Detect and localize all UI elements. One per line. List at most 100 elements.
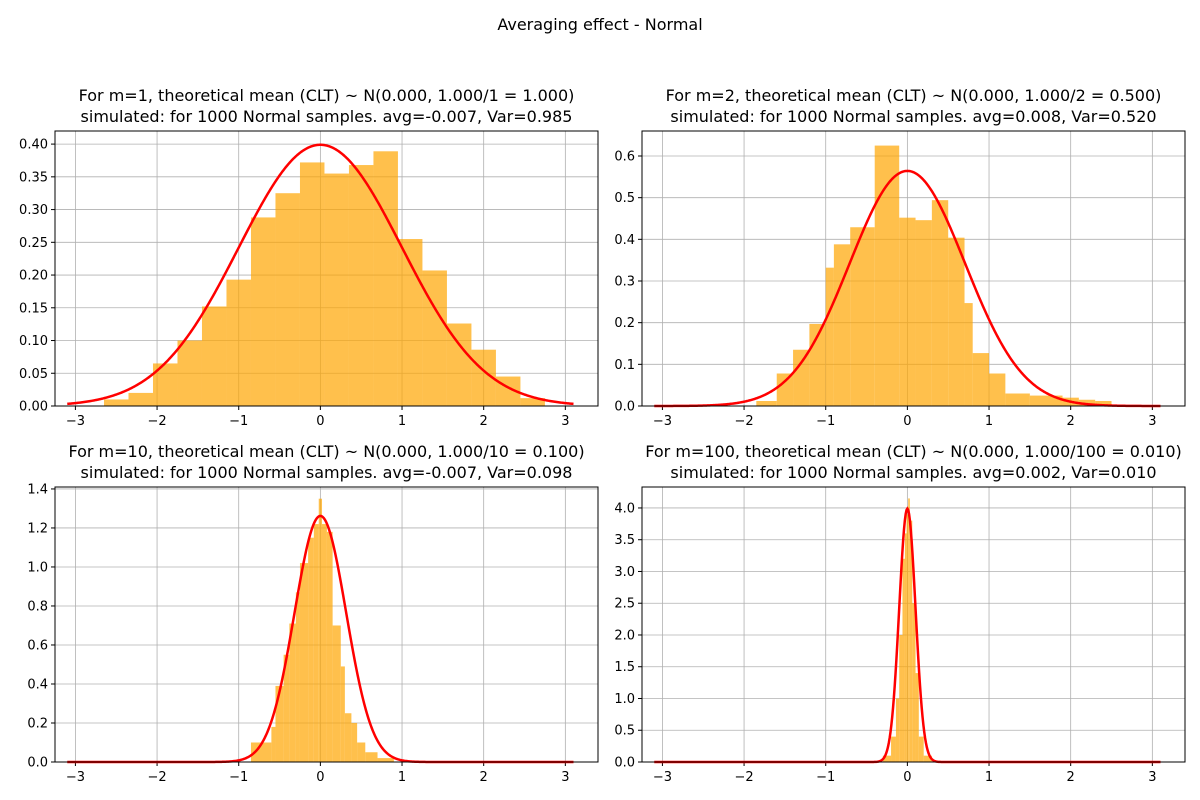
histogram-bar — [357, 742, 366, 762]
x-tick-label: −3 — [653, 414, 672, 429]
histogram-bars — [250, 498, 394, 762]
y-tick-label: 0.35 — [19, 170, 48, 185]
histogram-bar — [776, 373, 794, 406]
histogram-bar — [972, 353, 990, 406]
histogram-bar — [340, 666, 345, 762]
x-tick-label: −2 — [734, 770, 753, 785]
x-tick-label: 1 — [398, 770, 406, 785]
histogram-bar — [326, 531, 333, 762]
y-tick-label: 0.5 — [614, 191, 635, 206]
x-tick-label: 3 — [561, 414, 569, 429]
histogram-bar — [895, 698, 900, 762]
histogram-bar — [128, 392, 153, 406]
y-tick-label: 1.2 — [27, 521, 48, 536]
y-tick-label: 0.1 — [614, 358, 635, 373]
subplot-title-line1: For m=10, theoretical mean (CLT) ~ N(0.0… — [68, 442, 584, 461]
y-tick-label: 0.2 — [614, 316, 635, 331]
x-tick-label: −2 — [147, 770, 166, 785]
histogram-bar — [891, 736, 896, 762]
y-tick-label: 0.05 — [19, 367, 48, 382]
grid-lines — [55, 487, 598, 763]
theoretical-normal-curve — [654, 169, 1161, 408]
histogram-bar — [103, 399, 129, 406]
subplot-title-line2: simulated: for 1000 Normal samples. avg=… — [81, 107, 573, 126]
y-tick-label: 3.5 — [614, 533, 635, 548]
histogram-bar — [923, 755, 932, 762]
x-tick-label: 0 — [316, 414, 324, 429]
y-tick-label: 1.0 — [27, 560, 48, 575]
x-tick-label: 3 — [1148, 414, 1156, 429]
histogram-bar — [377, 758, 394, 762]
histogram-bar — [909, 520, 913, 762]
x-tick-label: 3 — [1148, 770, 1156, 785]
y-tick-label: 0.4 — [614, 233, 635, 248]
histogram-bar — [850, 227, 875, 406]
y-tick-label: 0.0 — [614, 400, 635, 415]
histogram-bar — [915, 673, 919, 762]
x-tick-label: 3 — [561, 770, 569, 785]
subplot-title-line1: For m=2, theoretical mean (CLT) ~ N(0.00… — [666, 86, 1162, 105]
y-tick-label: 1.5 — [614, 660, 635, 675]
y-tick-label: 0.3 — [614, 275, 635, 290]
histogram-bar — [226, 279, 251, 406]
histogram-bar — [344, 713, 352, 762]
histogram-bar — [1095, 401, 1112, 406]
histogram-bar — [250, 742, 272, 762]
histogram-bar — [948, 237, 965, 406]
histogram-bar — [299, 563, 309, 762]
histogram-bar — [793, 349, 810, 406]
histogram-bar — [964, 303, 973, 406]
histogram-bar — [351, 722, 358, 762]
x-tick-label: −3 — [66, 414, 85, 429]
y-tick-label: 0.30 — [19, 203, 48, 218]
histogram-bars — [882, 498, 932, 762]
histogram-bar — [318, 498, 323, 762]
histogram-bar — [874, 145, 900, 407]
y-tick-label: 0.10 — [19, 334, 48, 349]
histogram-bar — [915, 220, 932, 406]
x-tick-label: 2 — [1067, 414, 1075, 429]
histogram-bar — [882, 755, 892, 762]
histogram-bar — [177, 340, 202, 406]
x-tick-label: −1 — [229, 770, 248, 785]
subplot-title-line2: simulated: for 1000 Normal samples. avg=… — [670, 463, 1156, 482]
subplot-4: For m=100, theoretical mean (CLT) ~ N(0.… — [614, 442, 1186, 785]
axes-frame — [54, 130, 599, 407]
histogram-bar — [275, 685, 284, 762]
histogram-bar — [446, 323, 472, 406]
x-tick-label: −1 — [816, 770, 835, 785]
histogram-bar — [397, 239, 423, 406]
histogram-bar — [322, 524, 327, 762]
x-tick-label: 2 — [480, 414, 488, 429]
histogram-bar — [520, 398, 545, 406]
y-tick-label: 0.6 — [27, 638, 48, 653]
theoretical-normal-curve — [67, 143, 574, 406]
x-tick-label: −1 — [229, 414, 248, 429]
y-tick-label: 0.5 — [614, 724, 635, 739]
subplot-2: For m=2, theoretical mean (CLT) ~ N(0.00… — [614, 86, 1186, 429]
x-tick-label: 2 — [480, 770, 488, 785]
y-tick-label: 0.8 — [27, 599, 48, 614]
axes-frame — [641, 486, 1186, 763]
subplot-1: For m=1, theoretical mean (CLT) ~ N(0.00… — [19, 86, 599, 429]
histogram-bar — [931, 200, 949, 406]
x-tick-label: −1 — [816, 414, 835, 429]
x-tick-label: 0 — [316, 770, 324, 785]
y-tick-label: 0.2 — [27, 716, 48, 731]
histogram-bar — [373, 151, 398, 406]
x-tick-label: 1 — [985, 414, 993, 429]
y-tick-label: 0.15 — [19, 301, 48, 316]
y-tick-label: 0.0 — [614, 756, 635, 771]
subplot-title-line1: For m=100, theoretical mean (CLT) ~ N(0.… — [645, 442, 1181, 461]
histogram-bar — [201, 306, 227, 406]
histogram-bar — [275, 193, 300, 406]
histogram-bars — [103, 151, 545, 406]
x-tick-label: 2 — [1067, 770, 1075, 785]
histogram-bar — [283, 654, 290, 762]
axes-frame — [54, 486, 599, 763]
histogram-bar — [299, 162, 325, 406]
histogram-bar — [904, 533, 907, 762]
y-tick-label: 0.25 — [19, 236, 48, 251]
y-tick-label: 1.4 — [27, 482, 48, 497]
